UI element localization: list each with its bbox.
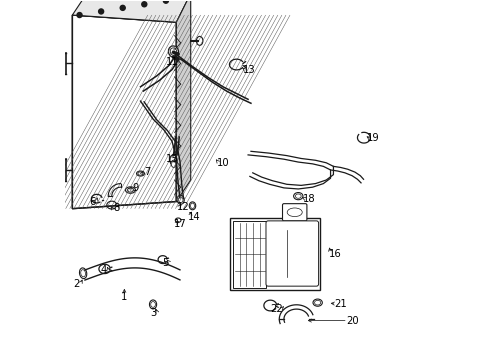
- Circle shape: [142, 2, 146, 7]
- Text: 12: 12: [177, 202, 189, 212]
- Polygon shape: [72, 15, 176, 209]
- Text: 15: 15: [165, 154, 178, 164]
- Text: 9: 9: [132, 183, 138, 193]
- FancyBboxPatch shape: [265, 221, 318, 286]
- Text: 11: 11: [165, 57, 178, 67]
- Bar: [233, 221, 266, 288]
- Ellipse shape: [286, 208, 302, 217]
- Ellipse shape: [168, 46, 178, 57]
- Circle shape: [99, 9, 103, 14]
- Text: 17: 17: [173, 219, 186, 229]
- Text: 13: 13: [242, 64, 255, 75]
- Text: 19: 19: [366, 133, 379, 143]
- Text: 5: 5: [162, 258, 168, 268]
- Ellipse shape: [178, 197, 183, 203]
- Ellipse shape: [189, 202, 195, 210]
- Ellipse shape: [150, 302, 155, 307]
- Text: 20: 20: [345, 316, 358, 325]
- Ellipse shape: [171, 160, 176, 167]
- Text: 2: 2: [73, 279, 79, 289]
- Ellipse shape: [136, 171, 144, 176]
- Text: 8: 8: [113, 203, 120, 213]
- Ellipse shape: [127, 188, 133, 192]
- Ellipse shape: [170, 48, 176, 55]
- Text: 18: 18: [302, 194, 315, 204]
- Circle shape: [120, 5, 125, 10]
- Polygon shape: [176, 0, 190, 202]
- Text: 14: 14: [187, 212, 200, 221]
- Ellipse shape: [138, 172, 142, 175]
- Ellipse shape: [149, 300, 156, 309]
- Ellipse shape: [175, 218, 181, 222]
- Ellipse shape: [190, 203, 194, 208]
- Text: 7: 7: [143, 167, 150, 177]
- Ellipse shape: [80, 268, 86, 279]
- Ellipse shape: [81, 270, 85, 277]
- Text: 6: 6: [89, 197, 95, 207]
- Text: 22: 22: [270, 304, 283, 314]
- Ellipse shape: [312, 299, 322, 306]
- Ellipse shape: [314, 300, 320, 305]
- Ellipse shape: [177, 195, 184, 204]
- Ellipse shape: [196, 36, 203, 45]
- FancyBboxPatch shape: [282, 204, 306, 221]
- Text: 1: 1: [121, 292, 127, 302]
- Text: 4: 4: [101, 265, 107, 275]
- Text: 21: 21: [334, 299, 346, 309]
- Circle shape: [77, 13, 82, 18]
- Polygon shape: [72, 0, 190, 22]
- Text: 10: 10: [216, 158, 229, 168]
- Ellipse shape: [169, 155, 177, 166]
- Text: 3: 3: [150, 308, 156, 318]
- FancyBboxPatch shape: [230, 219, 320, 291]
- Ellipse shape: [293, 193, 303, 200]
- Ellipse shape: [125, 187, 135, 193]
- Circle shape: [163, 0, 168, 3]
- Ellipse shape: [295, 194, 301, 198]
- Text: 16: 16: [328, 248, 341, 258]
